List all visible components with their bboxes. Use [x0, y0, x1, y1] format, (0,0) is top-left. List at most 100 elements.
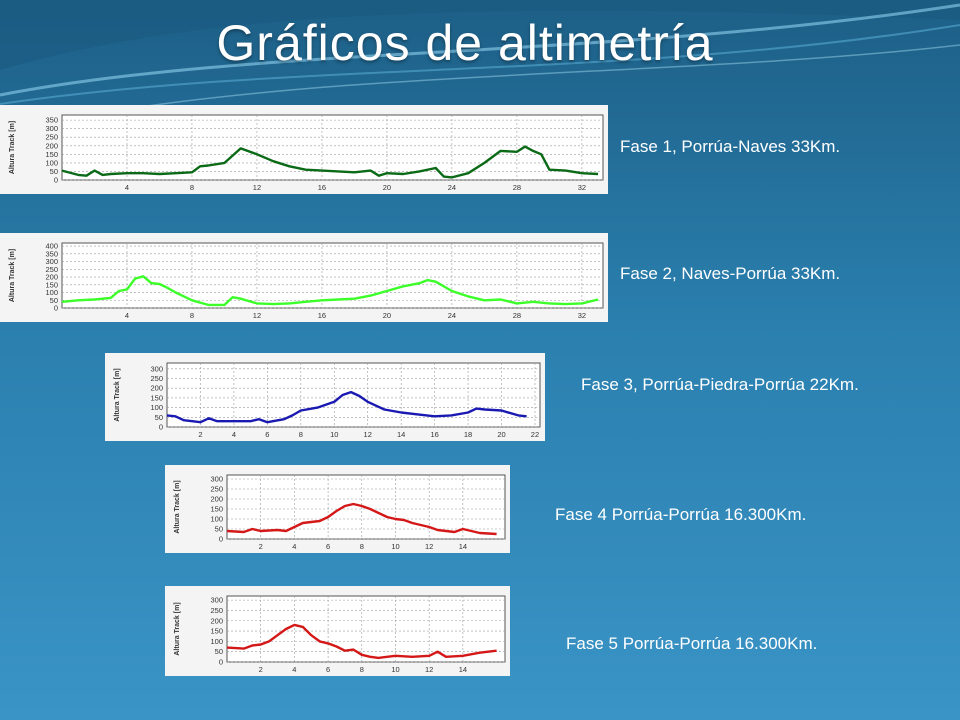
- elevation-chart-stage-3: Altura Track [m] 0 50 100 150 200 250 300 2 4 6 8 10…: [105, 353, 545, 441]
- x-tick-label: 6: [265, 430, 269, 439]
- y-tick-label: 200: [210, 495, 223, 504]
- y-tick-label: 200: [45, 273, 58, 282]
- elevation-series-line: [61, 275, 599, 307]
- x-tick-label: 12: [253, 311, 261, 320]
- y-tick-label: 300: [150, 364, 163, 373]
- y-tick-label: 400: [45, 242, 58, 251]
- y-tick-label: 0: [54, 176, 58, 185]
- y-tick-label: 300: [45, 257, 58, 266]
- stage-2-label: Fase 2, Naves-Porrúa 33Km.: [620, 264, 841, 283]
- y-tick-label: 50: [215, 525, 223, 534]
- y-axis-title: Altura Track [m]: [9, 121, 16, 174]
- y-axis-title: Altura Track [m]: [9, 249, 16, 302]
- y-tick-label: 150: [210, 505, 223, 514]
- y-tick-label: 0: [219, 535, 223, 544]
- y-tick-label: 250: [150, 374, 163, 383]
- x-tick-label: 32: [578, 183, 586, 192]
- x-tick-label: 6: [326, 542, 330, 551]
- y-tick-label: 250: [210, 485, 223, 494]
- x-tick-label: 10: [391, 665, 399, 674]
- x-tick-label: 12: [253, 183, 261, 192]
- plot-area: [61, 242, 604, 309]
- x-tick-label: 20: [383, 183, 391, 192]
- y-axis-title: Altura Track [m]: [174, 480, 181, 533]
- y-axis-title: Altura Track [m]: [174, 602, 181, 655]
- x-tick-label: 4: [232, 430, 236, 439]
- x-tick-label: 8: [190, 183, 194, 192]
- y-tick-label: 250: [210, 606, 223, 615]
- x-tick-label: 10: [391, 542, 399, 551]
- decorative-swoosh: [0, 0, 960, 110]
- elevation-chart-stage-2: Altura Track [m] 0 50 100 150 200 250 300 350 400…: [0, 233, 608, 322]
- y-tick-label: 350: [45, 116, 58, 125]
- elevation-series-line: [61, 145, 599, 179]
- y-tick-label: 250: [45, 265, 58, 274]
- y-tick-label: 250: [45, 133, 58, 142]
- x-tick-label: 20: [497, 430, 505, 439]
- y-tick-label: 50: [215, 647, 223, 656]
- x-tick-label: 6: [326, 665, 330, 674]
- x-tick-label: 12: [425, 542, 433, 551]
- y-tick-label: 0: [219, 658, 223, 667]
- y-tick-label: 100: [45, 158, 58, 167]
- y-tick-label: 100: [210, 637, 223, 646]
- y-tick-label: 100: [150, 403, 163, 412]
- x-tick-label: 2: [198, 430, 202, 439]
- plot-area: [61, 114, 604, 181]
- y-axis-title: Altura Track [m]: [114, 368, 121, 421]
- elevation-chart-stage-1: Altura Track [m] 0 50 100 150 200 250 300 350 4 8 1…: [0, 105, 608, 194]
- x-tick-label: 16: [318, 183, 326, 192]
- elevation-chart-stage-5: Altura Track [m] 0 50 100 150 200 250 300 2 4 6 8 10…: [165, 586, 510, 676]
- x-tick-label: 14: [459, 665, 467, 674]
- x-tick-label: 10: [330, 430, 338, 439]
- x-tick-label: 18: [464, 430, 472, 439]
- x-tick-label: 2: [259, 542, 263, 551]
- x-tick-label: 14: [459, 542, 467, 551]
- plot-area: [226, 595, 506, 663]
- stage-4-label: Fase 4 Porrúa-Porrúa 16.300Km.: [555, 505, 807, 524]
- y-tick-label: 0: [54, 304, 58, 313]
- y-tick-label: 350: [45, 249, 58, 258]
- stage-3-label: Fase 3, Porrúa-Piedra-Porrúa 22Km.: [581, 375, 859, 394]
- elevation-series-line: [226, 623, 497, 660]
- y-tick-label: 150: [45, 150, 58, 159]
- x-tick-label: 28: [513, 311, 521, 320]
- x-tick-label: 4: [125, 311, 129, 320]
- x-tick-label: 32: [578, 311, 586, 320]
- x-tick-label: 8: [299, 430, 303, 439]
- y-tick-label: 200: [150, 384, 163, 393]
- y-tick-label: 300: [210, 475, 223, 484]
- y-tick-label: 300: [45, 124, 58, 133]
- x-tick-label: 24: [448, 311, 456, 320]
- y-tick-label: 100: [45, 288, 58, 297]
- y-tick-label: 50: [155, 413, 163, 422]
- x-tick-label: 16: [430, 430, 438, 439]
- elevation-series-line: [166, 390, 527, 424]
- stage-5-label: Fase 5 Porrúa-Porrúa 16.300Km.: [566, 634, 818, 653]
- x-tick-label: 12: [364, 430, 372, 439]
- y-tick-label: 50: [50, 296, 58, 305]
- y-tick-label: 100: [210, 515, 223, 524]
- x-tick-label: 8: [360, 542, 364, 551]
- y-tick-label: 50: [50, 167, 58, 176]
- x-tick-label: 14: [397, 430, 405, 439]
- x-tick-label: 2: [259, 665, 263, 674]
- x-tick-label: 8: [360, 665, 364, 674]
- y-tick-label: 150: [210, 627, 223, 636]
- x-tick-label: 16: [318, 311, 326, 320]
- x-tick-label: 20: [383, 311, 391, 320]
- x-tick-label: 4: [125, 183, 129, 192]
- y-tick-label: 150: [150, 393, 163, 402]
- x-tick-label: 22: [531, 430, 539, 439]
- elevation-series-line: [226, 502, 497, 536]
- x-tick-label: 28: [513, 183, 521, 192]
- slide-title: Gráficos de altimetría: [216, 15, 714, 71]
- y-tick-label: 200: [45, 141, 58, 150]
- plot-area: [166, 362, 541, 428]
- y-tick-label: 0: [159, 423, 163, 432]
